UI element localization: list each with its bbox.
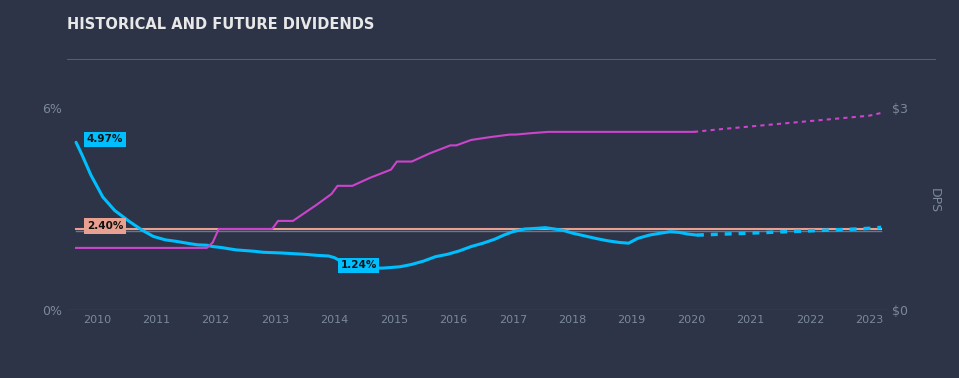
Text: HISTORICAL AND FUTURE DIVIDENDS: HISTORICAL AND FUTURE DIVIDENDS bbox=[67, 17, 375, 32]
Text: 1.24%: 1.24% bbox=[340, 260, 377, 270]
Text: 2.40%: 2.40% bbox=[86, 221, 123, 231]
Legend: PII yield, PII annual DPS, Leisure, Market: PII yield, PII annual DPS, Leisure, Mark… bbox=[241, 377, 598, 378]
Text: 4.97%: 4.97% bbox=[86, 134, 123, 144]
Y-axis label: DPS: DPS bbox=[927, 188, 941, 213]
